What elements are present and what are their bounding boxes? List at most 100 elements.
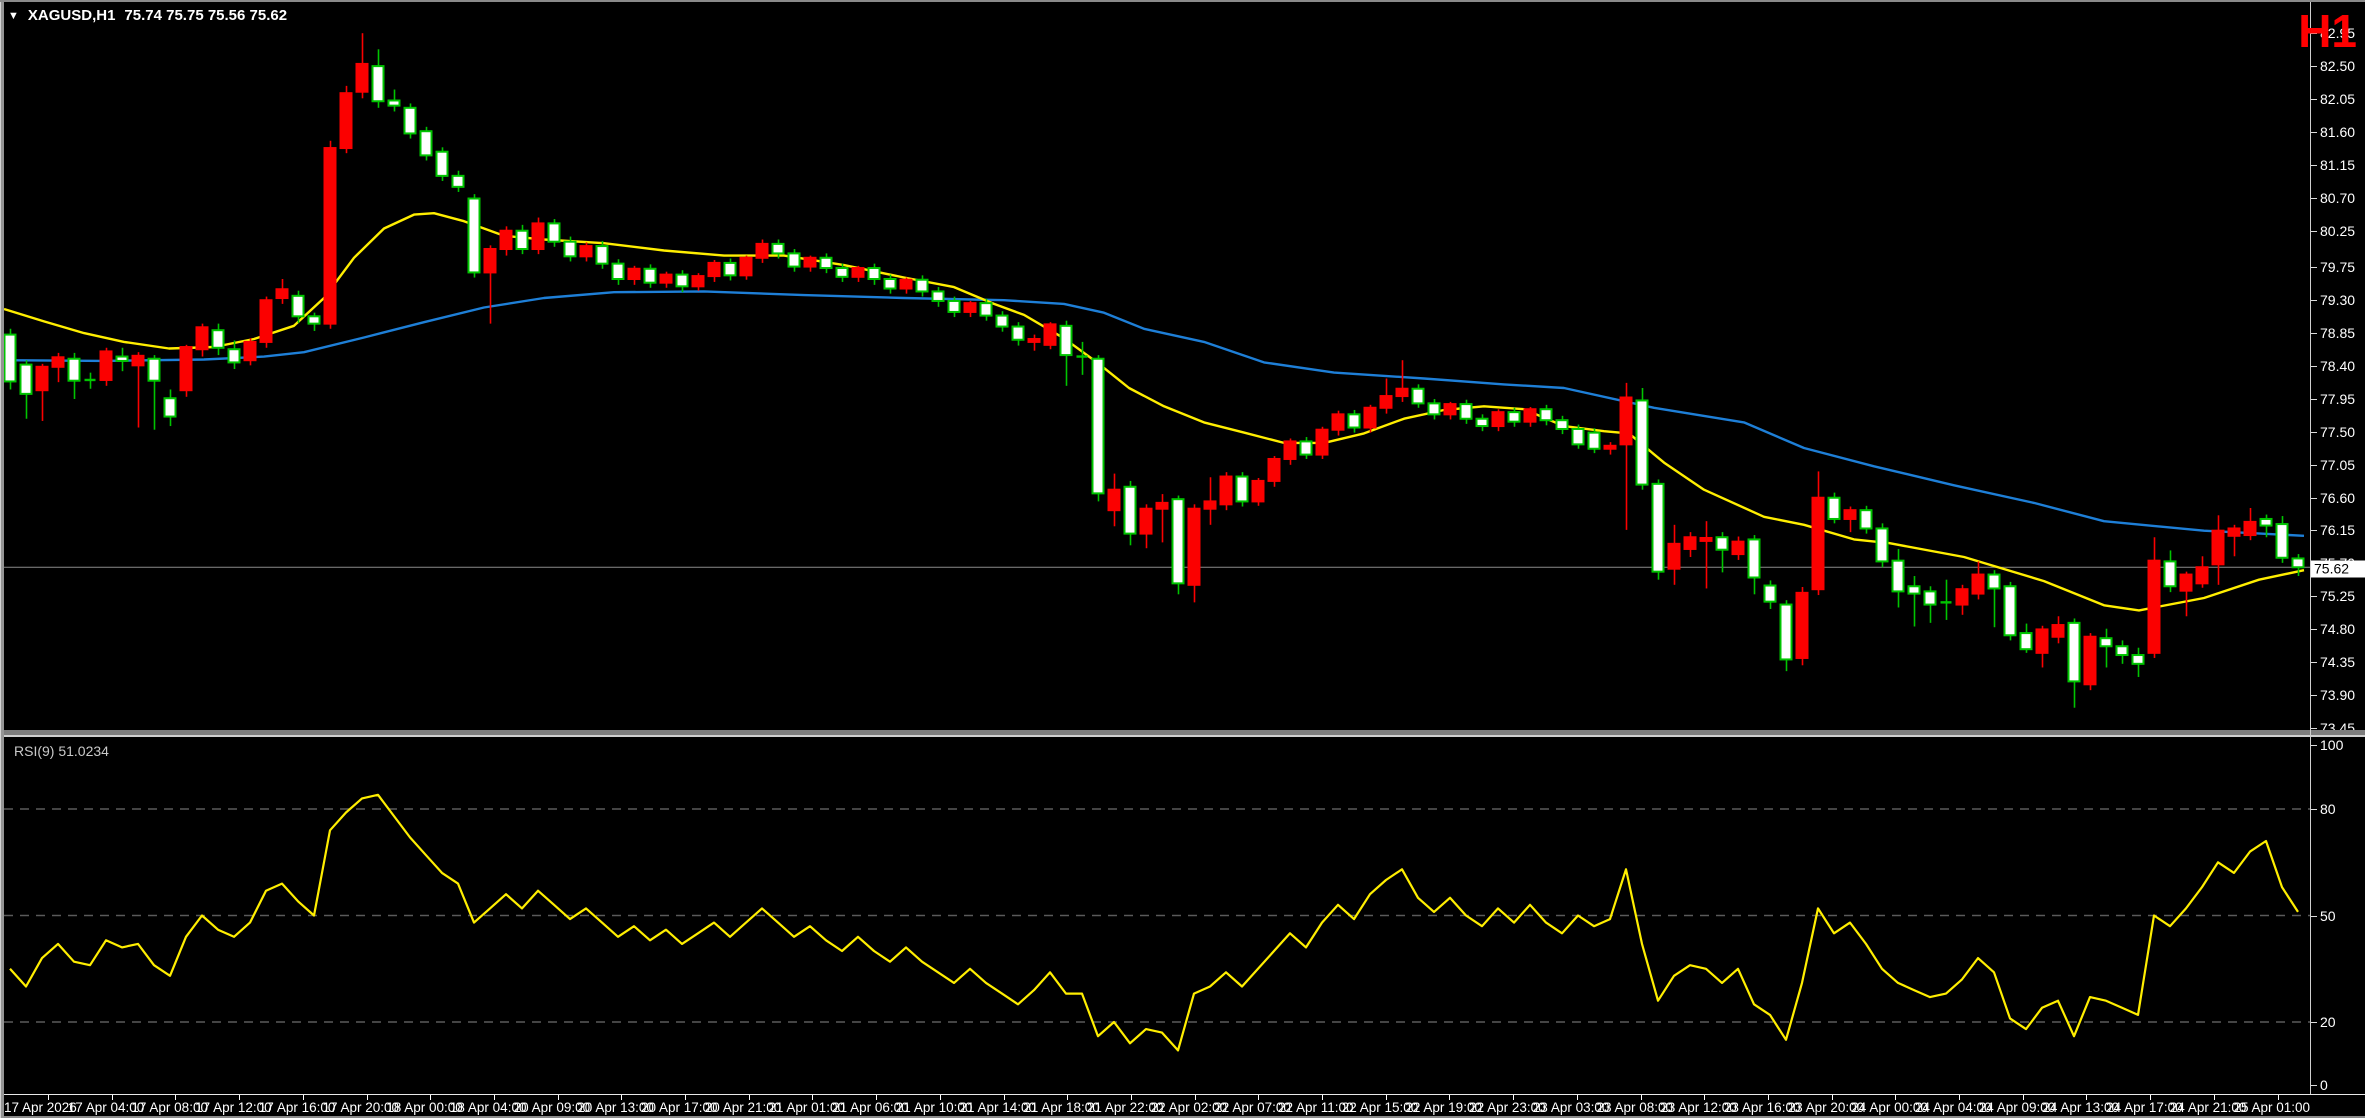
- candle-body: [1411, 387, 1425, 405]
- time-axis-label: 23 Apr 16:00: [1723, 1100, 1801, 1115]
- time-axis-label: 22 Apr 23:00: [1469, 1100, 1546, 1115]
- price-axis-label: 80.25: [2320, 222, 2356, 239]
- candle-body: [1811, 496, 1825, 591]
- time-tick: [1831, 1095, 1833, 1100]
- time-axis-label: 23 Apr 03:00: [1532, 1100, 1610, 1115]
- candle-body: [547, 222, 561, 243]
- candle-body: [243, 340, 257, 362]
- candle-body: [467, 197, 481, 274]
- time-tick: [876, 1095, 878, 1100]
- time-tick: [1322, 1095, 1323, 1100]
- price-axis-label: 74.80: [2320, 621, 2356, 638]
- time-axis-label: 22 Apr 02:00: [1150, 1100, 1228, 1115]
- symbol-dropdown-icon[interactable]: ▼: [8, 9, 19, 22]
- time-tick: [557, 1095, 559, 1100]
- time-tick: [2277, 1095, 2279, 1100]
- candle-body: [2195, 566, 2209, 585]
- candle-body: [835, 267, 849, 278]
- candle-body: [19, 363, 33, 395]
- candle-body: [1571, 427, 1585, 446]
- time-tick: [621, 1095, 623, 1100]
- candle-body: [1283, 440, 1297, 460]
- price-axis-label: 73.90: [2320, 687, 2356, 704]
- candle-body: [2115, 645, 2129, 657]
- candle-body: [1635, 399, 1649, 486]
- candle-body: [211, 329, 225, 349]
- candle-body: [1507, 411, 1521, 423]
- candle-body: [435, 150, 449, 177]
- window-bottom-edge: [0, 1116, 2365, 1118]
- candle-body: [2275, 523, 2289, 559]
- time-axis-label: 20 Apr 17:00: [641, 1100, 718, 1115]
- time-axis-label: 17 Apr 12:00: [195, 1100, 272, 1115]
- price-axis-label: 81.15: [2320, 156, 2356, 173]
- candle-body: [1859, 509, 1873, 530]
- candle-body: [1251, 479, 1265, 503]
- candle-body: [979, 302, 993, 317]
- candle-body: [947, 299, 961, 313]
- rsi-chart[interactable]: [4, 737, 2310, 1094]
- candle-body: [1731, 540, 1745, 556]
- timeframe-watermark: H1: [2298, 5, 2357, 57]
- time-axis[interactable]: 17 Apr 2026 17 Apr 04:00 17 Apr 08:00 17 Ap…: [0, 1094, 2365, 1117]
- candle-body: [2067, 621, 2081, 683]
- price-axis-label: 80.70: [2320, 189, 2356, 206]
- candle-body: [2291, 557, 2305, 569]
- price-tick: [2311, 164, 2317, 166]
- rsi-indicator-panel[interactable]: RSI(9) 51.0234: [4, 737, 2310, 1094]
- candle-body: [1267, 457, 1281, 482]
- time-tick: [812, 1095, 814, 1100]
- time-axis-label: 17 Apr 04:00: [67, 1100, 145, 1115]
- price-axis-label: 74.35: [2320, 654, 2356, 671]
- panel-separator[interactable]: [0, 730, 2365, 737]
- price-tick: [2311, 365, 2317, 367]
- candlestick-chart[interactable]: [4, 2, 2310, 730]
- candle-body: [1891, 559, 1905, 593]
- time-axis-label: 17 Apr 2026: [4, 1100, 77, 1115]
- candle-body: [2035, 628, 2049, 654]
- price-axis-label: 79.75: [2320, 259, 2356, 276]
- rsi-axis[interactable]: 100 80 50 20 0: [2311, 737, 2365, 1094]
- time-tick: [1895, 1095, 1897, 1100]
- time-tick: [1003, 1095, 1005, 1100]
- candle-body: [995, 314, 1009, 328]
- time-tick: [1576, 1095, 1578, 1100]
- candle-body: [1587, 431, 1601, 450]
- time-axis-label: 24 Apr 17:00: [2106, 1100, 2183, 1115]
- time-tick: [1513, 1095, 1515, 1100]
- price-axis[interactable]: 75.62 82.95 82.50 82.05 81.60 81.15 80.70 80.2…: [2311, 2, 2365, 736]
- candle-body: [2179, 573, 2193, 592]
- time-axis-label: 22 Apr 11:00: [1278, 1100, 1354, 1115]
- candle-body: [643, 267, 657, 284]
- price-tick: [2311, 596, 2317, 598]
- candle-body: [2147, 559, 2161, 654]
- candle-body: [867, 267, 881, 281]
- time-tick: [1704, 1095, 1706, 1100]
- candle-body: [515, 229, 529, 251]
- candle-body: [2163, 560, 2177, 588]
- price-tick: [2311, 300, 2317, 302]
- time-tick: [1067, 1095, 1069, 1100]
- price-tick: [2311, 332, 2317, 334]
- price-chart-area[interactable]: [4, 2, 2310, 730]
- price-tick: [2311, 65, 2317, 67]
- time-tick: [2213, 1095, 2215, 1100]
- candle-body: [1667, 542, 1681, 570]
- candle-body: [1555, 419, 1569, 430]
- candle-body: [131, 354, 145, 367]
- candle-body: [307, 315, 321, 325]
- ma_fast-line: [4, 211, 2305, 612]
- time-axis-label: 22 Apr 19:00: [1405, 1100, 1482, 1115]
- time-axis-label: 18 Apr 04:00: [449, 1100, 527, 1115]
- window-left-edge: [0, 2, 4, 1118]
- price-axis-label: 78.85: [2320, 324, 2356, 341]
- candle-body: [675, 273, 689, 288]
- candle-body: [1955, 588, 1969, 606]
- time-tick: [2150, 1095, 2152, 1100]
- price-tick: [2311, 431, 2317, 433]
- time-axis-label: 20 Apr 21:00: [704, 1100, 782, 1115]
- candle-body: [1235, 475, 1249, 503]
- time-tick: [1194, 1095, 1196, 1100]
- candle-body: [1043, 323, 1057, 346]
- candle-body: [499, 229, 513, 251]
